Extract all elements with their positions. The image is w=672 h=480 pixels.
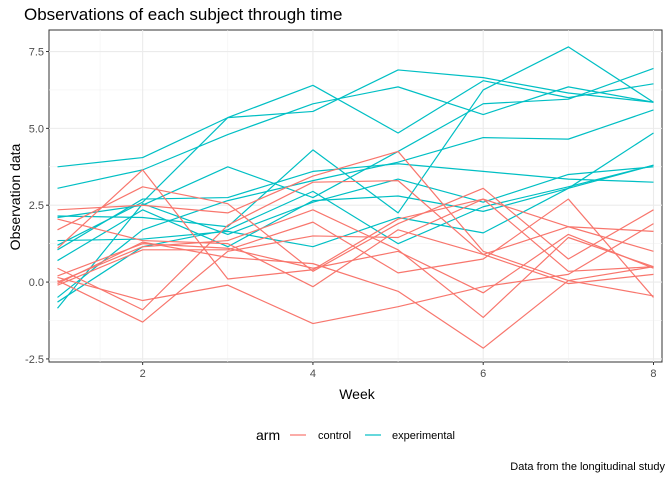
chart-title: Observations of each subject through tim… bbox=[24, 5, 342, 24]
series-line-experimental bbox=[57, 166, 654, 309]
series-line-experimental bbox=[57, 69, 654, 168]
series-line-control bbox=[57, 169, 654, 280]
series-line-experimental bbox=[57, 164, 654, 248]
series-line-experimental bbox=[57, 163, 654, 251]
x-axis-title: Week bbox=[339, 386, 376, 402]
series-lines bbox=[57, 46, 654, 349]
legend-label-control: control bbox=[318, 430, 351, 442]
x-tick-label: 8 bbox=[650, 368, 656, 380]
y-axis-ticks: -2.5 0.0 2.5 5.0 7.5 bbox=[25, 47, 49, 366]
series-line-control bbox=[57, 198, 654, 323]
series-line-experimental bbox=[57, 132, 654, 262]
series-line-control bbox=[57, 241, 654, 349]
plot-panel bbox=[48, 29, 663, 363]
y-tick-label: 2.5 bbox=[29, 200, 44, 212]
series-line-control bbox=[57, 223, 654, 325]
legend-title: arm bbox=[256, 427, 280, 443]
y-tick-label: 7.5 bbox=[29, 47, 44, 59]
x-tick-label: 4 bbox=[310, 368, 316, 380]
series-line-experimental bbox=[57, 86, 654, 189]
x-axis-ticks: 2 4 6 8 bbox=[140, 362, 657, 380]
legend: arm control experimental bbox=[256, 427, 455, 443]
legend-label-experimental: experimental bbox=[392, 430, 455, 442]
y-tick-label: 0.0 bbox=[29, 277, 44, 289]
y-tick-label: 5.0 bbox=[29, 123, 44, 135]
y-tick-label: -2.5 bbox=[25, 354, 44, 366]
y-axis-title: Observation data bbox=[7, 143, 23, 250]
series-line-control bbox=[57, 186, 654, 272]
x-tick-label: 6 bbox=[480, 368, 486, 380]
x-tick-label: 2 bbox=[140, 368, 146, 380]
caption: Data from the longitudinal study bbox=[510, 461, 665, 473]
series-line-control bbox=[57, 180, 654, 311]
plot-panel-border bbox=[48, 29, 663, 363]
series-line-control bbox=[57, 218, 654, 288]
series-line-experimental bbox=[57, 109, 654, 298]
series-line-control bbox=[57, 150, 654, 297]
series-line-control bbox=[57, 209, 654, 319]
